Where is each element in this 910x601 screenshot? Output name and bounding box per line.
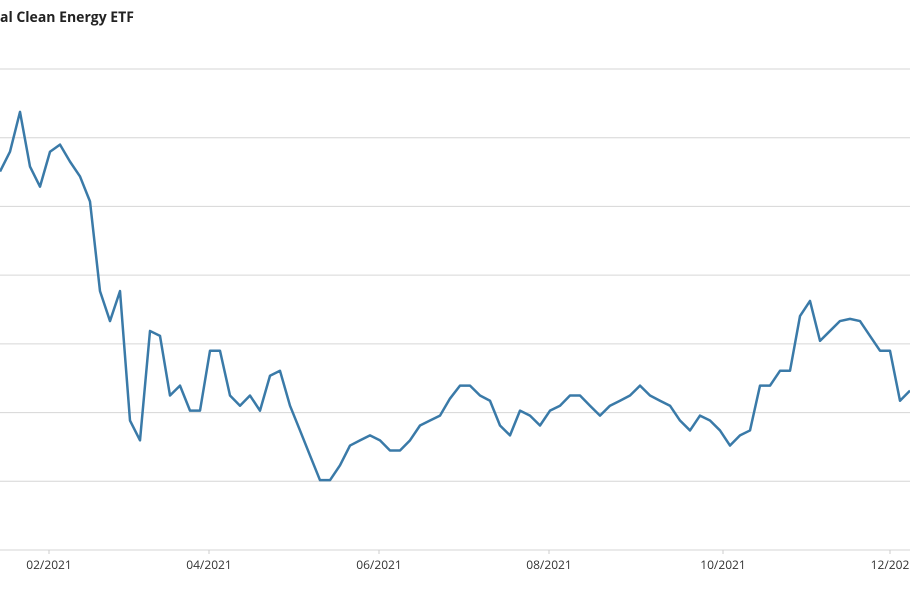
x-tick-label: 02/2021 [26,556,72,573]
x-tick-label: 04/2021 [186,556,232,573]
x-tick-label: 12/202 [871,556,910,573]
line-series [0,110,910,482]
chart-title: al Clean Energy ETF [0,8,134,27]
x-tick-label: 10/2021 [700,556,746,573]
x-tick-label: 06/2021 [356,556,402,573]
x-tick-label: 08/2021 [526,556,572,573]
